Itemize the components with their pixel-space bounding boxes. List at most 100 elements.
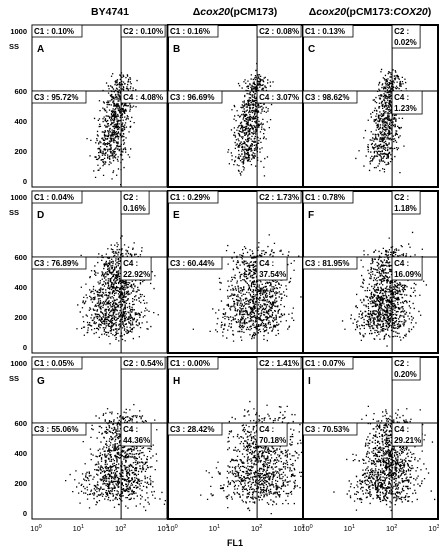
quadrant-c4: C4 : 37.54%: [256, 256, 288, 281]
quadrant-value: 44.36%: [123, 436, 150, 445]
quadrant-code: C3 :: [34, 93, 51, 102]
panel-b: B C1 : 0.16% C2 : 0.08% C3 : 96.69% C4 : 3.0…: [167, 24, 304, 188]
quadrant-label: C1 : 0.78%: [305, 193, 345, 202]
quadrant-label: C2 : 0.08%: [259, 27, 299, 36]
quadrant-label: C4 : 3.07%: [259, 93, 299, 102]
y-tick-label: 400: [14, 117, 27, 126]
y-tick-label: 1000: [10, 359, 27, 368]
quadrant-c3: C3 : 70.53%: [302, 422, 358, 436]
x-tick-exponent: 1: [217, 524, 220, 530]
quadrant-c2: C2 : 1.41%: [256, 356, 302, 370]
column-title-part: cox20: [316, 6, 346, 18]
quadrant-box: [391, 256, 423, 281]
quadrant-c2: C2 : 0.08%: [256, 24, 302, 38]
quadrant-value: 0.10%: [140, 27, 163, 36]
quadrant-c1: C1 : 0.07%: [302, 356, 354, 370]
quadrant-label: C4 :: [394, 259, 409, 268]
quadrant-c3: C3 : 81.95%: [302, 256, 358, 270]
y-axis-label: SS: [9, 374, 19, 383]
x-tick-base: 10: [428, 524, 436, 533]
quadrant-c4: C4 : 3.07%: [256, 90, 304, 104]
panel-a: AC1 : 0.10% C2 : 0.10%C3 : 95.72% C4 : 4.0…: [31, 24, 168, 188]
scatter-point-cloud: [333, 405, 436, 512]
quadrant-code: C2 :: [394, 359, 409, 368]
quadrant-value: 1.18%: [394, 204, 417, 213]
quadrant-label: C4 :: [123, 259, 138, 268]
x-tick-exponent: 3: [302, 524, 305, 530]
quadrant-box: [120, 256, 152, 281]
quadrant-value: 0.08%: [276, 27, 299, 36]
quadrant-code: C1 :: [305, 193, 322, 202]
quadrant-box: [120, 422, 152, 447]
quadrant-c1: C1 : 0.29%: [167, 190, 219, 204]
y-tick-label: 200: [14, 147, 27, 156]
quadrant-c1: C1 : 0.04%: [31, 190, 83, 204]
quadrant-label: C3 : 55.06%: [34, 425, 78, 434]
x-tick-exponent: 2: [123, 524, 126, 530]
quadrant-box: [302, 256, 358, 270]
quadrant-code: C2 :: [259, 359, 276, 368]
quadrant-c4: C4 : 22.92%: [120, 256, 152, 281]
quadrant-code: C2 :: [123, 193, 138, 202]
y-tick-label: 200: [14, 479, 27, 488]
quadrant-value: 0.29%: [187, 193, 210, 202]
quadrant-value: 55.06%: [51, 425, 78, 434]
quadrant-value: 0.20%: [394, 370, 417, 379]
quadrant-value: 4.08%: [140, 93, 163, 102]
x-tick-label: 100: [30, 524, 41, 533]
quadrant-box: [31, 190, 83, 204]
quadrant-label: C2 : 1.41%: [259, 359, 299, 368]
quadrant-code: C3 :: [34, 425, 51, 434]
quadrant-value: 0.02%: [394, 38, 417, 47]
quadrant-value: 0.07%: [322, 359, 345, 368]
quadrant-label: C1 : 0.10%: [34, 27, 74, 36]
quadrant-code: C4 :: [123, 259, 138, 268]
quadrant-value: 29.21%: [394, 436, 421, 445]
quadrant-code: C3 :: [305, 425, 322, 434]
quadrant-c2: C2 : 0.16%: [120, 190, 150, 215]
quadrant-code: C4 :: [259, 93, 276, 102]
quadrant-value: 0.10%: [51, 27, 74, 36]
panel-i: I C1 : 0.07% C2 : 0.20% C3 : 70.53% C4 : 29.…: [302, 356, 439, 520]
x-tick-exponent: 2: [394, 524, 397, 530]
scatter-point-cloud: [65, 404, 166, 512]
quadrant-c3: C3 : 95.72%: [31, 90, 87, 104]
quadrant-box: [302, 190, 354, 204]
x-tick-base: 10: [115, 524, 123, 533]
y-tick-label: 1000: [10, 27, 27, 36]
column-title-part: (pCM173:: [346, 6, 393, 18]
quadrant-code: C2 :: [259, 193, 276, 202]
column-title-part: (pCM173): [230, 6, 277, 18]
quadrant-c3: C3 : 76.89%: [31, 256, 87, 270]
quadrant-label: C3 : 81.95%: [305, 259, 349, 268]
column-title-part: COX20: [393, 6, 428, 18]
quadrant-code: C1 :: [170, 27, 187, 36]
quadrant-value: 0.13%: [322, 27, 345, 36]
x-tick-label: 102: [251, 524, 262, 533]
quadrant-value: 37.54%: [259, 270, 286, 279]
quadrant-code: C2 :: [259, 27, 276, 36]
quadrant-code: C4 :: [259, 259, 274, 268]
quadrant-box: [167, 190, 219, 204]
quadrant-value: 70.53%: [322, 425, 349, 434]
y-tick-label: 400: [14, 449, 27, 458]
quadrant-box: [167, 24, 219, 38]
quadrant-box: [256, 190, 302, 204]
quadrant-c2: C2 : 0.02%: [391, 24, 421, 49]
quadrant-value: 0.78%: [322, 193, 345, 202]
column-title: Δcox20(pCM173:COX20): [309, 6, 432, 18]
quadrant-box: [302, 422, 358, 436]
quadrant-label: C2 : 0.54%: [123, 359, 163, 368]
quadrant-value: 96.69%: [187, 93, 214, 102]
quadrant-value: 70.18%: [259, 436, 286, 445]
x-tick-base: 10: [157, 524, 165, 533]
y-axis-label: SS: [9, 208, 19, 217]
quadrant-c1: C1 : 0.10%: [31, 24, 83, 38]
scatter-points: [76, 235, 159, 345]
x-tick-base: 10: [293, 524, 301, 533]
column-title: Δcox20(pCM173): [193, 6, 278, 18]
panel-letter: C: [308, 44, 315, 55]
column-title: BY4741: [91, 6, 129, 18]
column-title-part: Δ: [309, 6, 317, 18]
